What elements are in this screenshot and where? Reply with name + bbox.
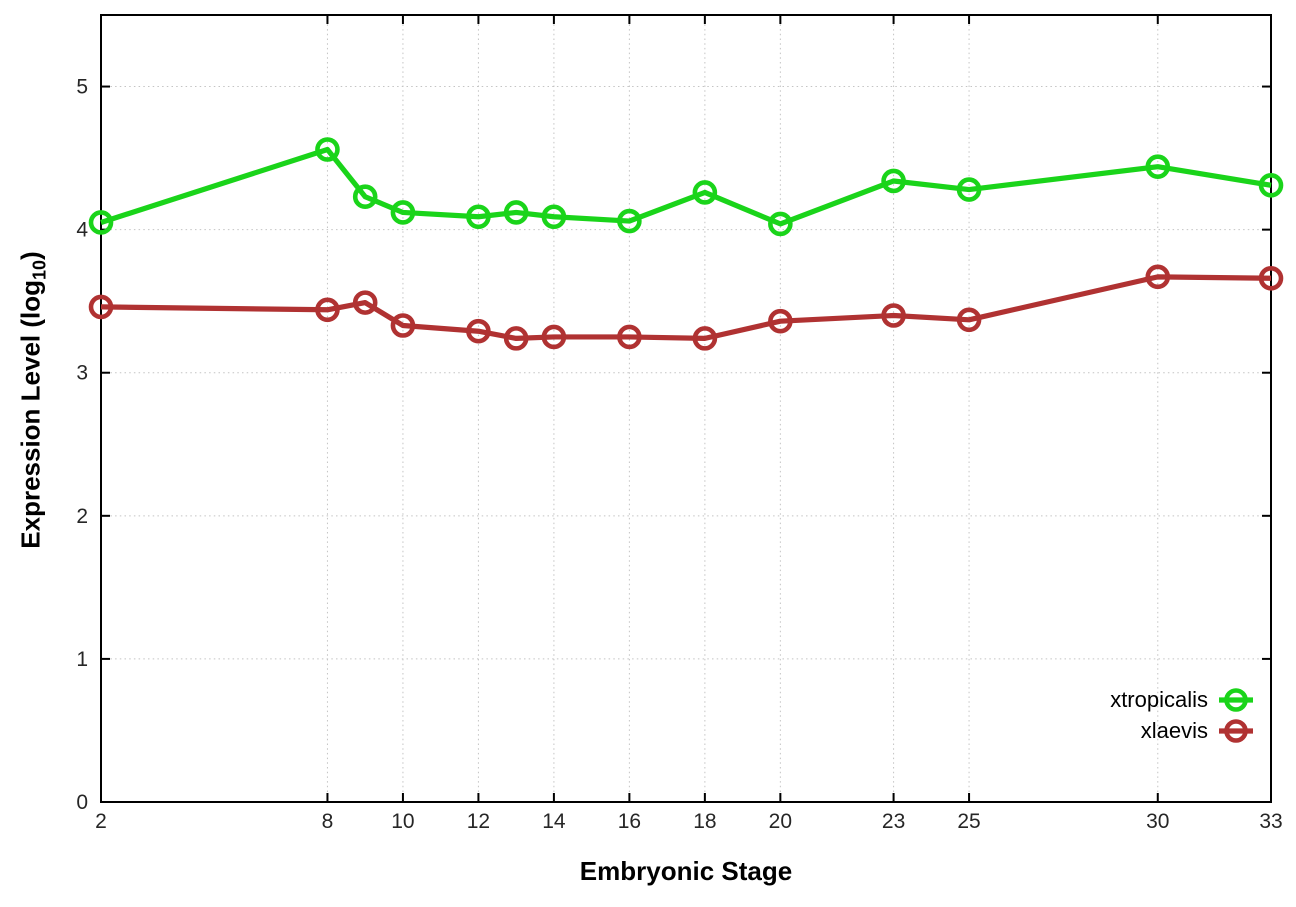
series-line-xlaevis: [100, 274, 1272, 341]
data-point-xtropicalis: [1145, 154, 1171, 179]
y-tick-label: 1: [76, 648, 88, 671]
data-point-xlaevis: [768, 308, 793, 334]
data-point-xtropicalis: [956, 177, 982, 202]
series-line-xtropicalis: [100, 146, 1272, 227]
x-tick-label: 25: [957, 810, 980, 833]
data-point-xlaevis: [1145, 264, 1171, 290]
x-tick-label: 33: [1259, 810, 1282, 833]
x-tick-label: 2: [95, 810, 107, 833]
data-point-xtropicalis: [466, 204, 491, 230]
data-point-xlaevis: [1258, 265, 1284, 291]
x-tick-label: 30: [1146, 810, 1169, 833]
data-point-xtropicalis: [1258, 172, 1284, 198]
x-axis-title: Embryonic Stage: [579, 856, 793, 886]
data-point-xlaevis: [881, 303, 906, 328]
data-point-xtropicalis: [881, 168, 906, 194]
data-point-xtropicalis: [503, 200, 529, 225]
data-point-xtropicalis: [617, 208, 642, 234]
data-point-xtropicalis: [768, 211, 793, 237]
y-tick-label: 3: [76, 362, 88, 385]
x-tick-label: 14: [542, 810, 566, 833]
y-tick-label: 5: [76, 76, 88, 99]
data-point-xlaevis: [315, 297, 340, 323]
y-tick-label: 2: [76, 505, 88, 528]
data-point-xlaevis: [541, 324, 567, 350]
legend: xtropicalis xlaevis: [1110, 684, 1255, 746]
x-tick-label: 18: [693, 810, 716, 833]
x-tick-label: 12: [467, 810, 490, 833]
data-point-xlaevis: [352, 290, 378, 315]
data-point-xlaevis: [617, 324, 642, 350]
y-tick-label: 4: [76, 219, 88, 242]
x-tick-label: 16: [618, 810, 641, 833]
legend-label-xtropicalis: xtropicalis: [1110, 686, 1208, 712]
plot-border: [100, 14, 1272, 803]
data-point-xlaevis: [466, 318, 491, 344]
y-axis-title-text: Expression Level (log: [15, 279, 46, 549]
data-point-xtropicalis: [541, 204, 567, 230]
x-tick-label: 20: [769, 810, 792, 833]
x-tick-label: 10: [391, 810, 414, 833]
data-point-xlaevis: [956, 307, 982, 333]
x-tick-label: 23: [882, 810, 905, 833]
data-point-xlaevis: [390, 313, 416, 338]
data-point-xtropicalis: [315, 137, 340, 162]
legend-item-xtropicalis: xtropicalis: [1110, 684, 1255, 715]
data-point-xtropicalis: [390, 200, 416, 225]
legend-marker-xtropicalis: [1219, 687, 1253, 712]
legend-label-xlaevis: xlaevis: [1140, 717, 1208, 743]
data-point-xtropicalis: [88, 210, 114, 235]
y-axis-title: Expression Level (log10): [15, 251, 50, 548]
legend-marker-xlaevis: [1219, 718, 1253, 743]
y-axis-title-subscript: 10: [29, 259, 50, 280]
data-point-xtropicalis: [692, 180, 718, 205]
data-point-xlaevis: [503, 326, 529, 351]
data-point-xlaevis: [692, 326, 718, 351]
y-tick-label: 0: [76, 791, 88, 814]
legend-item-xlaevis: xlaevis: [1110, 715, 1255, 746]
y-axis-title-close: ): [15, 251, 46, 260]
data-point-xtropicalis: [352, 184, 378, 210]
x-tick-label: 8: [322, 810, 334, 833]
data-point-xlaevis: [88, 294, 114, 320]
